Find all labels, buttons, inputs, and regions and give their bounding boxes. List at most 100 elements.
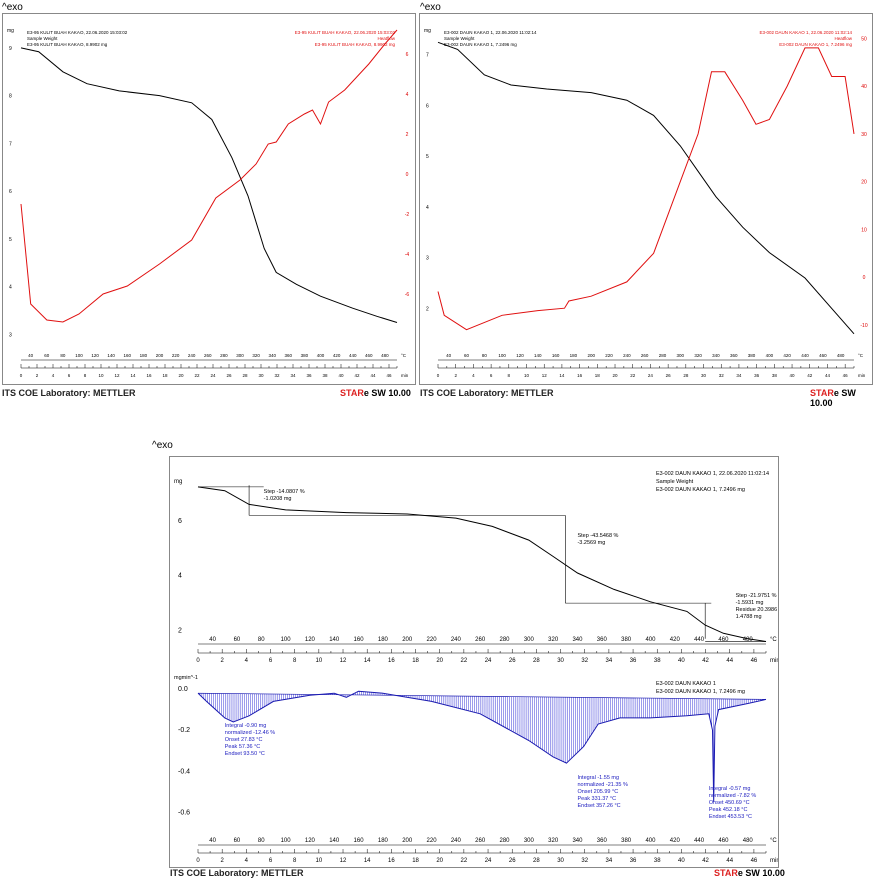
time-tick-label: 28 [533, 858, 540, 864]
time-tick-label: 30 [701, 373, 707, 378]
legend-heatflow-line: E3-002 DAUN KAKAO 1, 22.06.2020 11:02:14 [760, 30, 853, 35]
time-tick-label: 8 [508, 373, 511, 378]
time-tick-label: 8 [293, 658, 297, 664]
time-tick-label: 8 [84, 373, 87, 378]
time-tick-label: 36 [630, 858, 637, 864]
temp-tick-label: 240 [188, 353, 196, 358]
star-suffix: e SW 10.00 [363, 388, 411, 398]
time-tick-label: 36 [754, 373, 760, 378]
temp-tick-label: 380 [621, 838, 632, 844]
time-tick-label: 24 [485, 658, 492, 664]
dtg-tick-label: -0.6 [178, 809, 190, 816]
right-tick-label: 10 [861, 227, 867, 233]
time-tick-label: 40 [338, 373, 344, 378]
temp-tick-label: 280 [499, 637, 510, 643]
temp-tick-label: 320 [548, 637, 559, 643]
step-annotation: Step -43.5468 % [577, 533, 618, 539]
time-tick-label: 36 [306, 373, 312, 378]
time-tick-label: 2 [220, 858, 224, 864]
time-tick-label: 24 [648, 373, 654, 378]
legend-weight-line: E3-95 KULIT BUAH KAKAO, 8.9902 mg [27, 42, 108, 47]
time-tick-label: 38 [654, 858, 661, 864]
step-annotation: -1.5931 mg [736, 600, 764, 606]
time-unit-label: min [401, 373, 409, 378]
time-tick-label: 22 [461, 858, 468, 864]
step-annotation: -3.2569 mg [577, 540, 605, 546]
left-tick-label: 5 [426, 154, 429, 160]
temp-tick-label: 480 [381, 353, 389, 358]
time-tick-label: 42 [807, 373, 813, 378]
time-tick-label: 4 [52, 373, 55, 378]
time-tick-label: 46 [843, 373, 849, 378]
dtg-unit-label: mgmin^-1 [174, 675, 198, 681]
temp-tick-label: 140 [534, 353, 542, 358]
time-tick-label: 30 [557, 858, 564, 864]
temp-tick-label: 260 [204, 353, 212, 358]
temp-tick-label: 100 [498, 353, 506, 358]
temp-tick-label: 460 [819, 353, 827, 358]
temp-tick-label: 160 [354, 637, 365, 643]
temp-tick-label: 80 [60, 353, 66, 358]
temp-tick-label: 200 [156, 353, 164, 358]
right-tick-label: 2 [406, 132, 409, 138]
temp-tick-label: 480 [743, 838, 754, 844]
right-tick-label: 4 [406, 92, 409, 98]
chart-panel-daun: mg 2 3 4 5 6 7 -10 0 10 20 30 40 50 E3-002 DAUN KAKAO … [419, 13, 873, 385]
temp-tick-label: 420 [670, 637, 681, 643]
time-tick-label: 10 [98, 373, 104, 378]
star-prefix: STAR [340, 388, 364, 398]
temp-unit-label: °C [770, 637, 777, 643]
time-tick-label: 46 [386, 373, 392, 378]
temp-tick-label: 100 [281, 838, 292, 844]
time-unit-label: min [770, 858, 778, 864]
temp-tick-label: 300 [524, 637, 535, 643]
left-tick-label: 3 [426, 256, 429, 262]
temp-tick-label: 40 [446, 353, 452, 358]
tga-weight-line [197, 486, 767, 642]
temp-tick-label: 220 [427, 637, 438, 643]
time-tick-label: 44 [726, 858, 733, 864]
dtg-line [197, 690, 767, 803]
time-tick-label: 28 [242, 373, 248, 378]
time-tick-label: 36 [630, 658, 637, 664]
dtg-annotation: Integral -0.57 mg [709, 786, 751, 792]
time-tick-label: 26 [509, 658, 516, 664]
temp-tick-label: 160 [354, 838, 365, 844]
dtg-tick-label: -0.4 [178, 768, 190, 775]
dtg-annotation: Integral -1.55 mg [577, 775, 619, 781]
left-tick-label: 2 [426, 306, 429, 312]
temp-tick-label: 240 [451, 838, 462, 844]
time-tick-label: 42 [702, 658, 709, 664]
right-tick-label: -4 [405, 252, 410, 258]
left-tick-label: 5 [9, 237, 12, 243]
right-tick-label: 0 [406, 172, 409, 178]
temp-tick-label: 120 [91, 353, 99, 358]
dtg-tick-label: 0.0 [178, 686, 188, 693]
time-tick-label: 40 [678, 658, 685, 664]
tga-tick-label: 4 [178, 573, 182, 580]
temp-tick-label: 80 [482, 353, 488, 358]
temp-tick-label: 220 [427, 838, 438, 844]
temp-tick-label: 180 [378, 838, 389, 844]
time-tick-label: 46 [751, 858, 758, 864]
legend-weight-line: Sample Weight [27, 36, 58, 41]
time-tick-label: 40 [790, 373, 796, 378]
left-tick-label: 7 [9, 141, 12, 147]
temp-tick-label: 40 [209, 637, 216, 643]
dtg-annotation: Endset 453.53 °C [709, 814, 752, 820]
dtg-annotation: Peak 331.37 °C [577, 796, 616, 802]
time-tick-label: 6 [490, 373, 493, 378]
time-tick-label: 6 [68, 373, 71, 378]
time-tick-label: 10 [316, 858, 323, 864]
temp-tick-label: 440 [694, 838, 705, 844]
time-tick-label: 24 [210, 373, 216, 378]
left-tick-label: 6 [9, 189, 12, 195]
step-annotation: 1.4788 mg [736, 614, 762, 620]
right-tick-label: 0 [863, 275, 866, 281]
time-tick-label: 4 [472, 373, 475, 378]
temp-unit-label: °C [770, 838, 777, 844]
temp-tick-label: 260 [475, 838, 486, 844]
time-unit-label: min [770, 658, 778, 664]
right-tick-label: 6 [406, 52, 409, 58]
